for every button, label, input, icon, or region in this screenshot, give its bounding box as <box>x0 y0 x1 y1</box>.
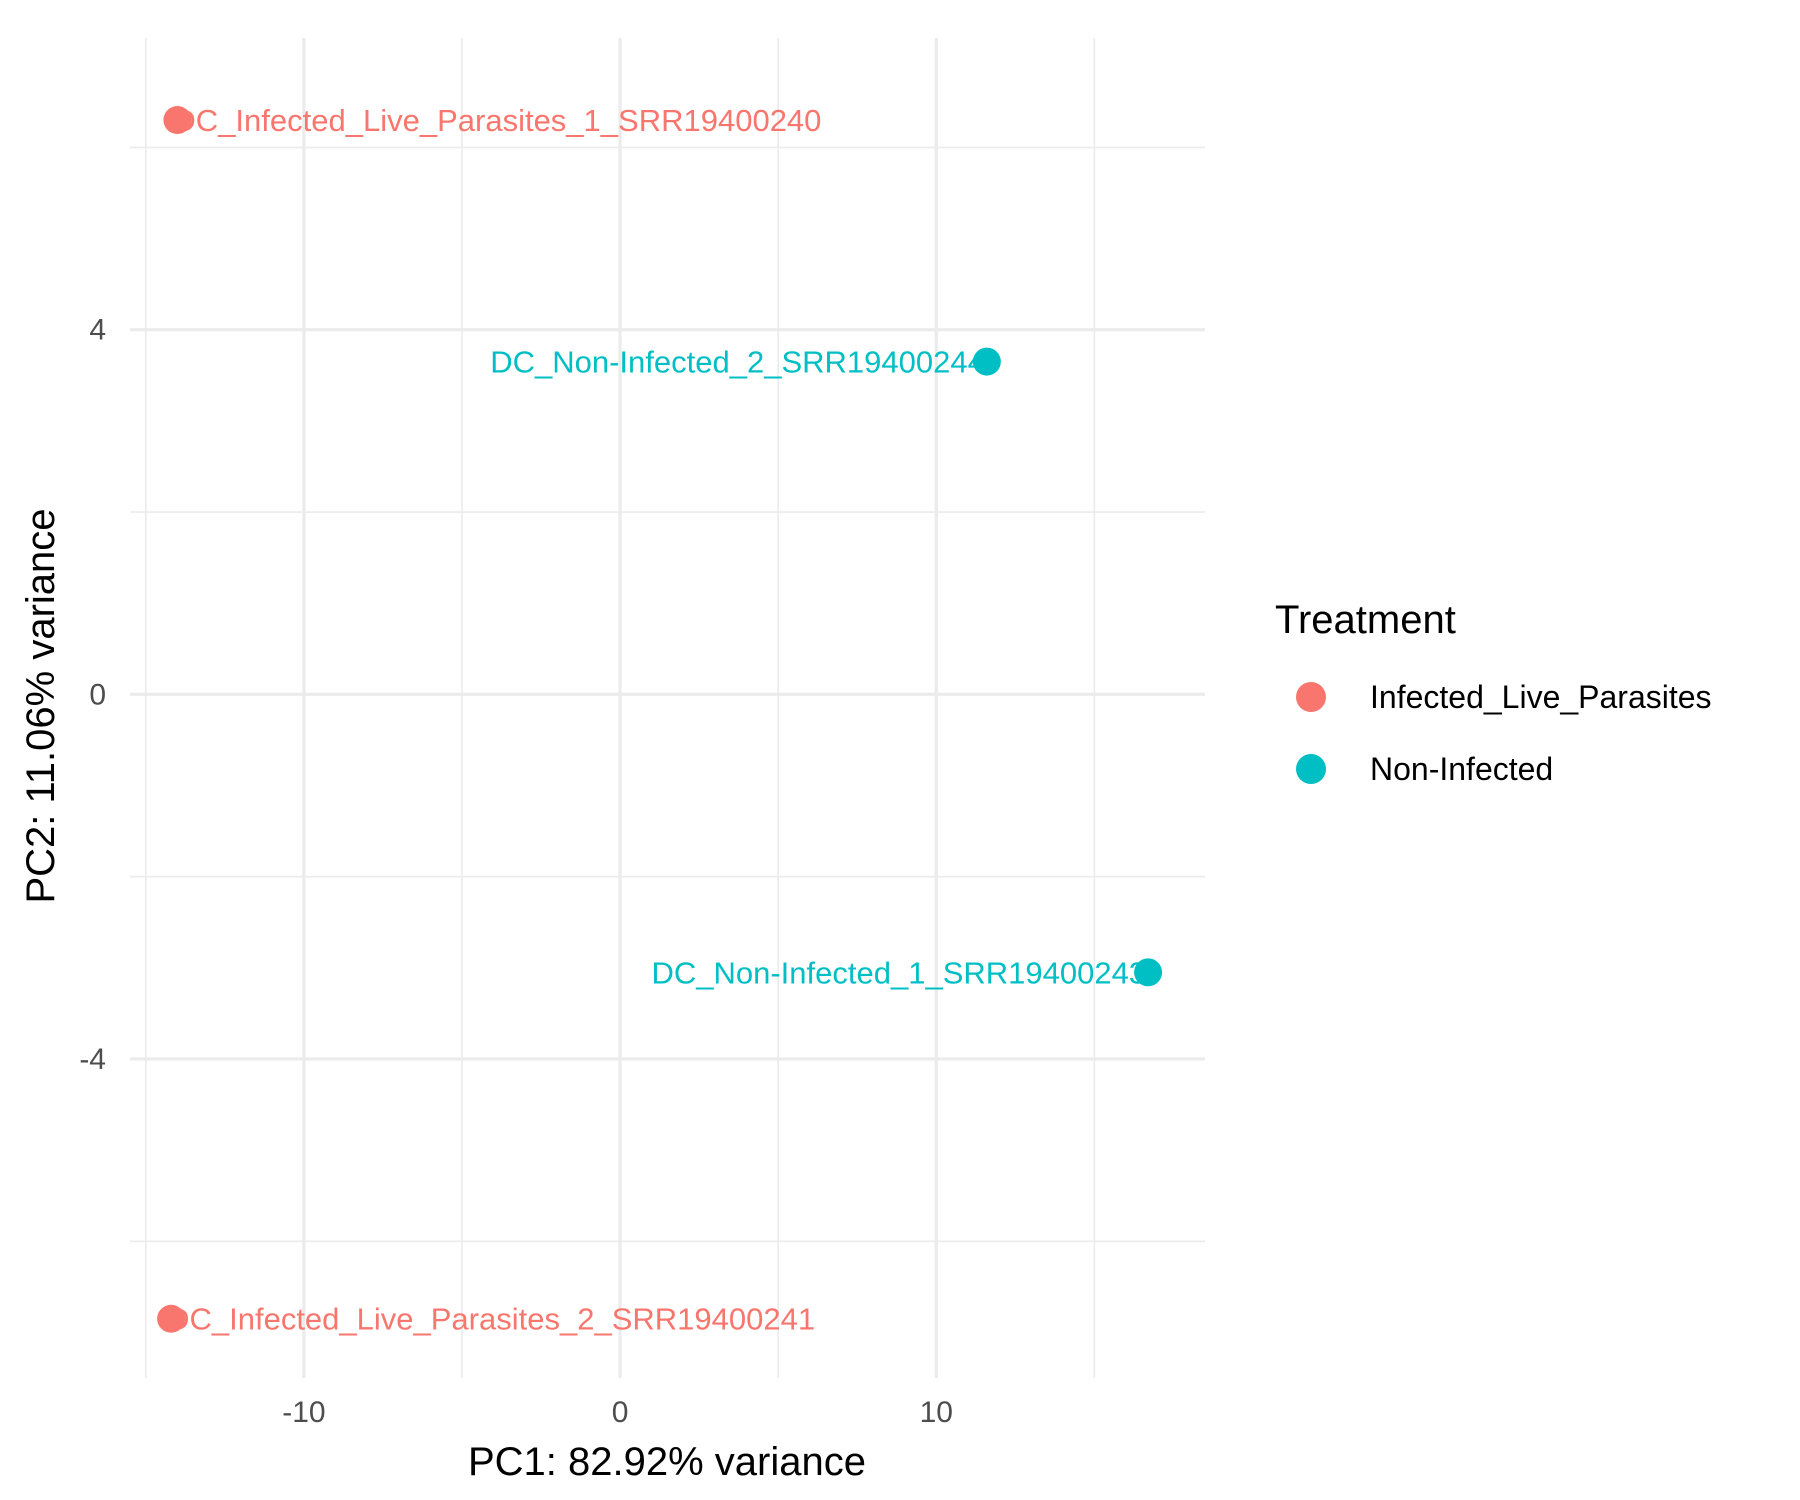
data-point-label: DC_Non-Infected_1_SRR19400243 <box>651 955 1146 990</box>
data-point <box>163 106 192 135</box>
data-point <box>972 347 1001 376</box>
x-axis-title: PC1: 82.92% variance <box>468 1440 866 1484</box>
y-tick-label: -4 <box>79 1043 106 1076</box>
x-tick-label: 10 <box>920 1396 953 1429</box>
legend-key <box>1296 754 1326 784</box>
legend-label: Non-Infected <box>1370 751 1553 787</box>
data-point-label: DC_Infected_Live_Parasites_1_SRR19400240 <box>173 103 821 138</box>
x-tick-label: -10 <box>282 1396 325 1429</box>
legend-title: Treatment <box>1275 598 1456 642</box>
data-points <box>157 106 1163 1333</box>
legend-entries: Infected_Live_Parasites Non-Infected <box>1296 679 1712 787</box>
y-axis-title: PC2: 11.06% variance <box>19 508 63 903</box>
major-gridlines <box>130 38 1205 1378</box>
data-point-labels: DC_Infected_Live_Parasites_1_SRR19400240… <box>167 103 1146 1337</box>
x-tick-label: 0 <box>612 1396 629 1429</box>
y-axis-ticks: -4 0 4 <box>79 314 106 1076</box>
data-point <box>157 1304 186 1333</box>
data-point <box>1134 958 1163 987</box>
legend: Treatment Infected_Live_Parasites Non-Inf… <box>1275 598 1712 787</box>
legend-key <box>1296 682 1326 712</box>
data-point-label: DC_Infected_Live_Parasites_2_SRR19400241 <box>167 1302 815 1337</box>
y-tick-label: 0 <box>89 678 106 711</box>
legend-label: Infected_Live_Parasites <box>1370 679 1712 715</box>
y-tick-label: 4 <box>89 314 106 347</box>
x-axis-ticks: -10 0 10 <box>282 1396 953 1429</box>
data-point-label: DC_Non-Infected_2_SRR19400244 <box>490 345 985 380</box>
minor-gridlines <box>130 38 1205 1378</box>
